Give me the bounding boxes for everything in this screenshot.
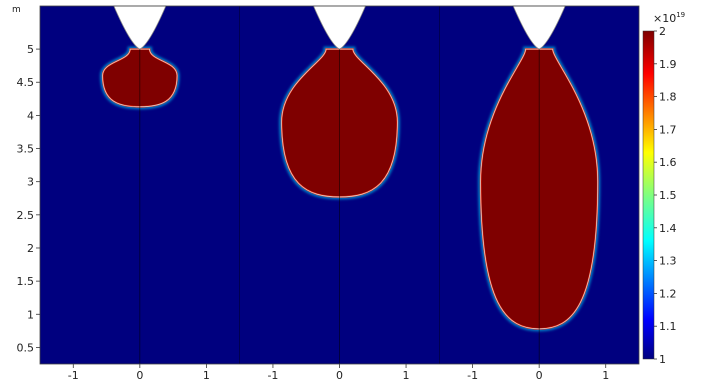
x-tick-label: 1 (203, 369, 210, 382)
colorbar-ticks: 1 1.1 1.2 1.3 1.4 1.5 1.6 1.7 1.8 1.9 2 (654, 25, 677, 366)
y-tick-label: 2.5 (17, 209, 35, 222)
x-tick-label: 0 (136, 369, 143, 382)
colorbar-tick-label: 1.4 (659, 222, 677, 235)
y-tick-label: 4.5 (17, 76, 35, 89)
needle-electrode (312, 5, 367, 50)
x-tick-label: 1 (403, 369, 410, 382)
y-tick-label: 5 (27, 43, 34, 56)
panel-3 (439, 5, 601, 364)
y-tick-label: 1 (27, 308, 34, 321)
colorbar-tick-label: 1.8 (659, 91, 677, 104)
colorbar: ×1019 1 1.1 1.2 1.3 1.4 1.5 1.6 1.7 1.8 1.9 2 (642, 11, 685, 366)
y-tick-label: 3.5 (17, 143, 35, 156)
needle-electrode (512, 5, 566, 50)
colorbar-tick-label: 1 (659, 353, 666, 366)
colorbar-gradient (642, 30, 655, 360)
y-unit-label: m (12, 5, 21, 15)
plot-axes: -1 0 1 -1 0 1 -1 0 1 0.5 1 1.5 2 2.5 3 3.5 4 4.5 5 (17, 5, 640, 382)
x-tick-label: 0 (336, 369, 343, 382)
colorbar-tick-label: 1.1 (659, 320, 677, 333)
colorbar-tick-label: 1.5 (659, 189, 677, 202)
colorbar-exponent-power: 19 (676, 11, 685, 19)
panel-2 (239, 5, 400, 364)
colorbar-tick-label: 1.7 (659, 123, 677, 136)
x-tick-label: 1 (602, 369, 609, 382)
x-tick-label: 0 (536, 369, 543, 382)
colorbar-tick-label: 1.9 (659, 58, 677, 71)
x-tick-label: -1 (467, 369, 478, 382)
y-tick-label: 4 (27, 109, 34, 122)
y-tick-label: 3 (27, 176, 34, 189)
colorbar-tick-label: 1.3 (659, 255, 677, 268)
y-tick-label: 0.5 (17, 341, 35, 354)
plot-frame (39, 5, 640, 365)
colorbar-tick-label: 1.6 (659, 156, 677, 169)
colorbar-tick-label: 2 (659, 25, 666, 38)
x-tick-label: -1 (267, 369, 278, 382)
colorbar-tick-label: 1.2 (659, 287, 677, 300)
y-tick-label: 1.5 (17, 275, 35, 288)
x-tick-label: -1 (68, 369, 79, 382)
panel-1 (100, 5, 180, 364)
y-tick-label: 2 (27, 242, 34, 255)
colorbar-exponent: ×1019 (653, 11, 685, 25)
needle-electrode (113, 5, 167, 50)
plot-panels (100, 5, 601, 364)
